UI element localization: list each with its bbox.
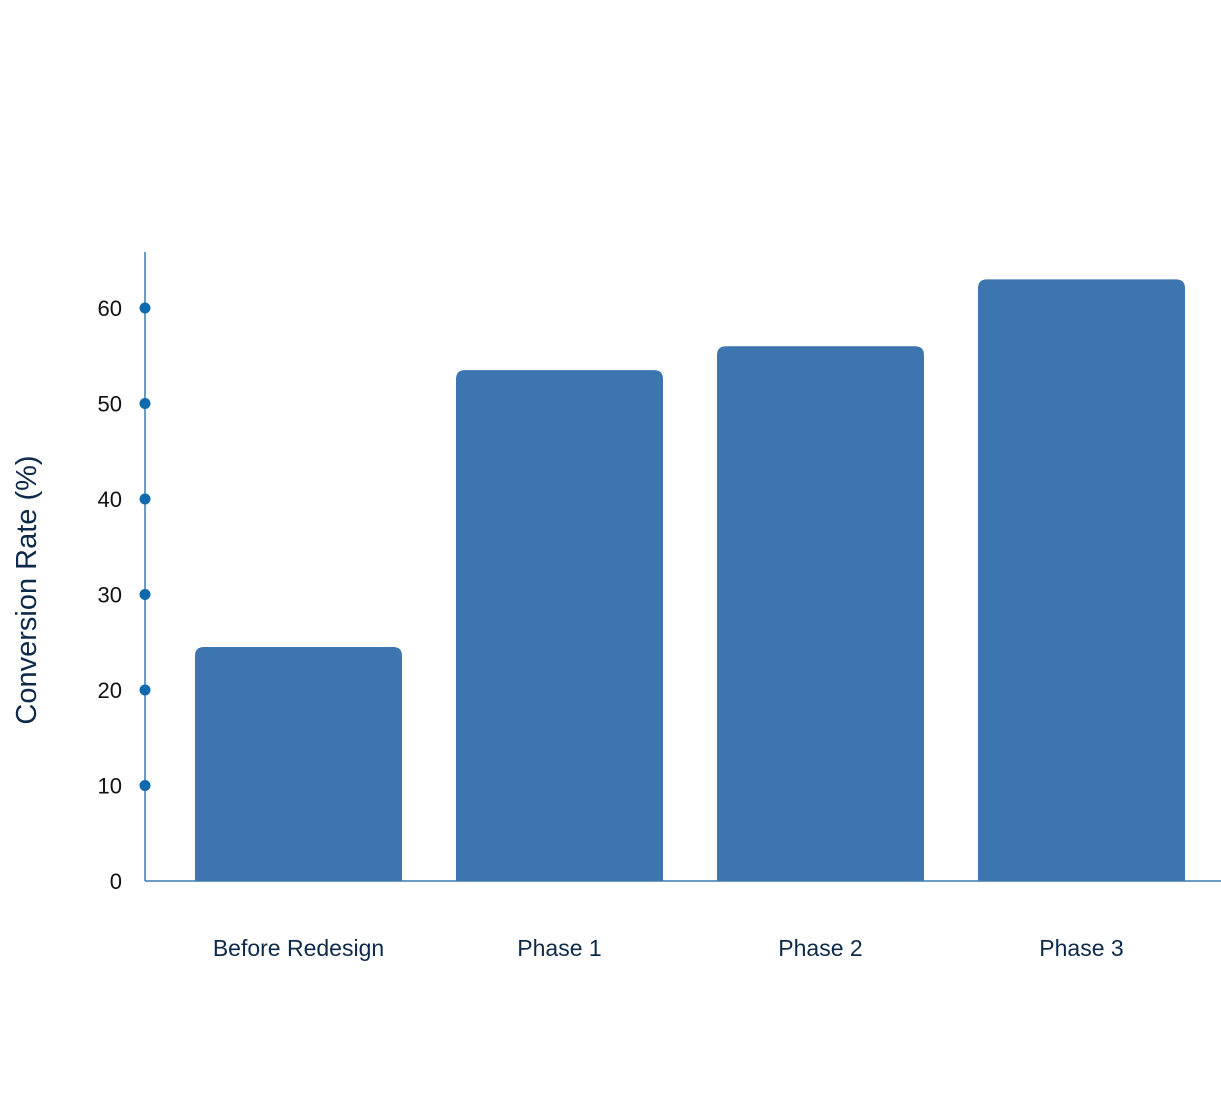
bar-phase-2 <box>717 346 924 881</box>
y-tick-label: 60 <box>98 296 122 321</box>
y-tick-dot <box>140 303 151 314</box>
x-tick-label: Phase 2 <box>778 935 862 961</box>
x-tick-label: Before Redesign <box>213 935 384 961</box>
y-tick-label: 10 <box>98 774 122 799</box>
y-tick-dot <box>140 780 151 791</box>
y-tick-label: 40 <box>98 487 122 512</box>
y-tick-dot <box>140 398 151 409</box>
y-tick-label: 0 <box>110 869 122 894</box>
bars-layer <box>195 279 1185 881</box>
y-tick-label: 50 <box>98 392 122 417</box>
x-tick-label: Phase 3 <box>1039 935 1123 961</box>
y-tick-dot <box>140 494 151 505</box>
bar-phase-3 <box>978 279 1185 881</box>
bar-phase-1 <box>456 370 663 881</box>
bar-before-redesign <box>195 647 402 881</box>
y-axis-label: Conversion Rate (%) <box>11 455 43 724</box>
x-tick-label: Phase 1 <box>517 935 601 961</box>
y-tick-dot <box>140 589 151 600</box>
y-tick-dot <box>140 685 151 696</box>
y-tick-label: 20 <box>98 678 122 703</box>
y-tick-label: 30 <box>98 583 122 608</box>
